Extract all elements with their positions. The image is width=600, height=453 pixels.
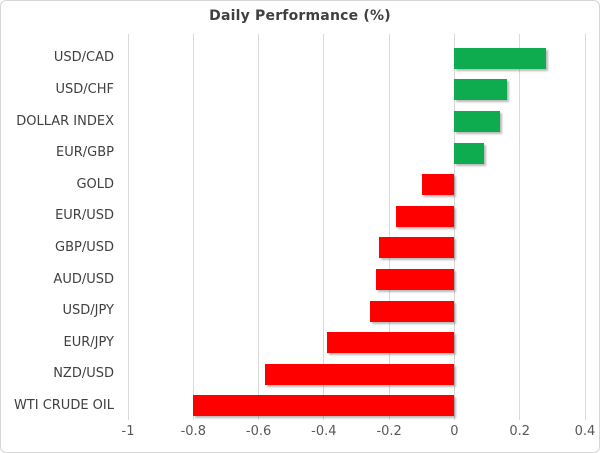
category-label-dollar-index: DOLLAR INDEX [16, 113, 114, 129]
category-label-usd-jpy: USD/JPY [62, 303, 115, 319]
bar-usd-jpy [369, 300, 455, 322]
category-label-gold: GOLD [76, 176, 114, 192]
category-label-aud-usd: AUD/USD [53, 271, 114, 287]
gridline--0p2 [388, 34, 390, 420]
x-tick-label--1: -1 [121, 424, 135, 439]
x-tick-label-0p4: 0.4 [574, 424, 596, 439]
gridline-0p4 [584, 34, 586, 420]
x-tick-label--0p6: -0.6 [245, 424, 272, 439]
bar-wti-crude-oil [193, 395, 455, 417]
bar-dollar-index [454, 111, 501, 132]
x-tick-label-0: 0 [450, 424, 459, 439]
x-tick-label--0p4: -0.4 [311, 424, 337, 439]
category-label-wti-crude-oil: WTI CRUDE OIL [13, 397, 114, 413]
value-axis: -1 -0.8 -0.6 -0.4 -0.2 0 0.2 0.4 [1, 424, 599, 442]
category-label-gbp-usd: GBP/USD [55, 239, 114, 255]
gridline--0p8 [192, 34, 194, 420]
bar-usd-chf [454, 79, 507, 101]
gridline-0 [453, 34, 455, 420]
bar-eur-usd [395, 205, 455, 227]
bar-eur-jpy [327, 332, 455, 354]
category-label-eur-jpy: EUR/JPY [63, 334, 114, 350]
category-label-usd-chf: USD/CHF [55, 81, 115, 97]
gridline--0p6 [258, 34, 260, 420]
category-label-usd-cad: USD/CAD [53, 50, 114, 66]
x-tick-label--0p2: -0.2 [376, 424, 402, 439]
chart-title: Daily Performance (%) [209, 8, 391, 24]
category-label-eur-usd: EUR/USD [55, 208, 114, 224]
plot-area [127, 34, 586, 420]
category-label-eur-gbp: EUR/GBP [56, 145, 114, 161]
bar-aud-usd [376, 269, 455, 290]
bar-gbp-usd [379, 237, 455, 259]
bar-gold [421, 174, 455, 196]
category-axis: USD/CAD USD/CHF DOLLAR INDEX EUR/GBP GOLD EUR… [1, 34, 114, 420]
gridline-0p2 [519, 34, 521, 420]
bar-nzd-usd [265, 363, 455, 385]
gridline--0p4 [323, 34, 325, 420]
x-tick-label--0p8: -0.8 [180, 424, 206, 439]
category-label-nzd-usd: NZD/USD [53, 366, 114, 382]
gridline--1 [127, 34, 129, 420]
bar-usd-cad [454, 47, 546, 69]
bar-eur-gbp [454, 142, 484, 164]
x-tick-label-0p2: 0.2 [509, 424, 531, 439]
